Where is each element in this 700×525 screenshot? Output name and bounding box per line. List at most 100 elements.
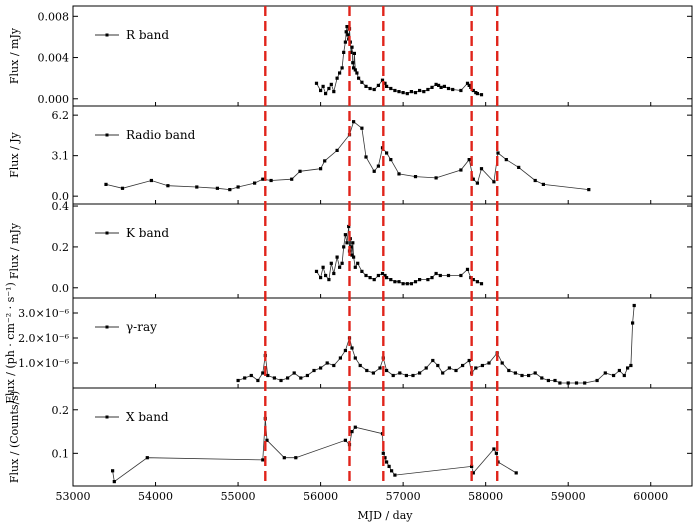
data-point xyxy=(553,378,557,383)
data-point xyxy=(459,273,463,278)
y-tick-label: 0.004 xyxy=(38,52,70,65)
legend-label: R band xyxy=(126,28,169,42)
data-point xyxy=(426,87,430,92)
y-tick-label: 3.1 xyxy=(52,150,70,163)
x-tick-label: 57000 xyxy=(386,490,421,503)
data-point xyxy=(346,33,350,37)
data-point xyxy=(321,84,325,88)
data-point xyxy=(533,178,537,183)
data-point xyxy=(454,368,458,373)
data-point xyxy=(368,86,372,91)
data-point xyxy=(305,373,309,378)
data-point xyxy=(338,71,342,75)
data-point xyxy=(514,471,518,475)
data-point xyxy=(393,280,397,284)
data-point xyxy=(546,378,550,383)
data-point xyxy=(338,265,342,269)
data-point xyxy=(413,280,418,284)
data-point xyxy=(314,81,319,85)
data-point xyxy=(461,363,465,368)
data-point xyxy=(378,366,382,370)
data-point xyxy=(475,92,479,96)
legend-marker xyxy=(105,415,109,419)
y-tick-label: 0.000 xyxy=(38,93,70,106)
data-point xyxy=(496,151,500,155)
data-point xyxy=(372,87,376,92)
data-point xyxy=(292,371,296,375)
data-point xyxy=(441,371,445,375)
y-axis-label: Flux / mJy xyxy=(8,222,21,279)
data-point xyxy=(471,88,475,93)
data-point xyxy=(319,366,323,370)
data-point xyxy=(426,278,430,282)
x-tick-label: 58000 xyxy=(468,490,503,503)
data-point xyxy=(383,456,387,460)
data-point xyxy=(265,438,269,442)
data-point xyxy=(391,373,395,378)
data-point xyxy=(352,255,356,259)
data-point xyxy=(266,373,270,378)
data-point xyxy=(335,148,339,152)
data-point xyxy=(398,371,402,375)
data-point xyxy=(517,165,521,169)
data-point xyxy=(434,176,438,180)
data-point xyxy=(215,186,219,190)
data-point xyxy=(471,278,475,282)
legend-label: Radio band xyxy=(126,128,196,142)
data-point xyxy=(355,71,359,75)
data-point xyxy=(365,368,369,373)
data-point xyxy=(269,178,273,183)
data-point xyxy=(465,81,470,85)
data-point xyxy=(253,181,257,185)
data-point xyxy=(347,224,351,229)
data-point xyxy=(405,282,409,286)
data-point xyxy=(566,381,570,385)
y-tick-label: 2.0×10⁻⁶ xyxy=(18,332,70,345)
data-point xyxy=(332,90,336,94)
data-point xyxy=(345,241,349,245)
data-point xyxy=(527,373,531,378)
data-point xyxy=(261,458,265,462)
data-point xyxy=(574,381,579,385)
data-point xyxy=(376,83,380,87)
data-point xyxy=(479,282,484,286)
y-axis-label: Flux / (Counts/s) xyxy=(8,391,21,483)
panels-layer: 0.000 0.004 0.008 Flux / mJy R band 0.0 3.1 6.2… xyxy=(4,5,693,487)
data-point xyxy=(418,371,422,375)
data-point xyxy=(385,151,389,155)
data-point xyxy=(434,82,438,86)
data-point xyxy=(533,371,537,375)
data-point xyxy=(261,371,265,375)
data-point xyxy=(492,447,496,451)
data-point xyxy=(389,158,393,162)
data-point xyxy=(325,361,329,365)
legend-label: K band xyxy=(126,226,169,240)
data-point xyxy=(338,356,342,360)
data-point xyxy=(353,425,357,429)
data-point xyxy=(343,233,347,237)
data-point xyxy=(345,25,349,29)
data-point xyxy=(324,273,328,278)
data-point xyxy=(405,92,409,96)
data-point xyxy=(487,361,491,365)
data-point xyxy=(411,373,415,378)
data-point xyxy=(541,182,545,186)
data-point xyxy=(343,438,347,442)
data-point xyxy=(401,91,405,95)
data-point xyxy=(236,185,240,189)
data-point xyxy=(319,276,323,280)
data-point xyxy=(451,87,455,92)
data-point xyxy=(358,363,362,368)
data-point xyxy=(383,81,387,85)
data-point xyxy=(389,278,393,282)
x-tick-label: 53000 xyxy=(56,490,91,503)
y-tick-label: 6.2 xyxy=(52,109,70,122)
data-point xyxy=(431,358,435,363)
legend-marker xyxy=(105,33,109,37)
data-point xyxy=(418,278,422,282)
data-point xyxy=(319,167,323,171)
data-point xyxy=(439,85,443,89)
data-point xyxy=(332,271,336,276)
data-point xyxy=(372,278,376,282)
